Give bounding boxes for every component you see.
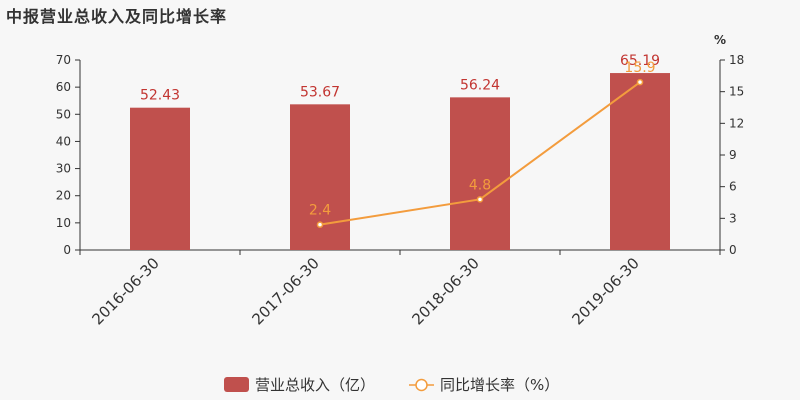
y-right-tick-label: 3 bbox=[729, 211, 737, 225]
y-left-tick-label: 0 bbox=[63, 243, 71, 257]
y-right-tick-label: 0 bbox=[729, 243, 737, 257]
y-left-tick-label: 40 bbox=[56, 134, 71, 148]
y-left-tick-label: 70 bbox=[56, 53, 71, 67]
legend-line-marker bbox=[415, 378, 428, 392]
bar-value-label: 53.67 bbox=[300, 84, 340, 100]
bar bbox=[290, 104, 350, 251]
y-right-tick-label: 9 bbox=[729, 148, 737, 162]
bar-value-label: 56.24 bbox=[460, 77, 500, 93]
y-left-tick-label: 50 bbox=[56, 107, 71, 121]
line-value-label: 4.8 bbox=[469, 177, 491, 193]
line-point bbox=[476, 196, 484, 203]
y-left-tick-label: 10 bbox=[56, 216, 71, 230]
x-tick-label: 2019-06-30 bbox=[568, 254, 642, 328]
y-right-axis-unit: % bbox=[714, 33, 726, 47]
y-left-tick-label: 20 bbox=[56, 189, 71, 203]
bar-value-label: 52.43 bbox=[140, 88, 180, 104]
chart-title: 中报营业总收入及同比增长率 bbox=[6, 7, 228, 26]
line-point bbox=[316, 221, 324, 228]
bar-value-label: 65.19 bbox=[620, 53, 660, 69]
y-left-tick-label: 60 bbox=[56, 80, 71, 94]
line-value-label: 2.4 bbox=[309, 203, 331, 219]
x-tick-label: 2017-06-30 bbox=[248, 254, 322, 328]
legend-line-label: 同比增长率（%） bbox=[440, 376, 559, 394]
bar bbox=[130, 107, 190, 250]
y-right-tick-label: 12 bbox=[729, 116, 744, 130]
x-tick-label: 2018-06-30 bbox=[408, 254, 482, 328]
y-left-tick-label: 30 bbox=[56, 162, 71, 176]
y-right-tick-label: 15 bbox=[729, 85, 744, 99]
legend-bar-swatch bbox=[224, 377, 249, 392]
bar bbox=[610, 73, 670, 250]
y-right-tick-label: 6 bbox=[729, 180, 737, 194]
legend-bar-label: 营业总收入（亿） bbox=[255, 376, 375, 394]
line-value-label: 15.9 bbox=[624, 60, 655, 76]
bar bbox=[450, 97, 510, 250]
y-right-tick-label: 18 bbox=[729, 53, 744, 67]
line-point bbox=[636, 78, 644, 86]
x-tick-label: 2016-06-30 bbox=[88, 254, 162, 328]
